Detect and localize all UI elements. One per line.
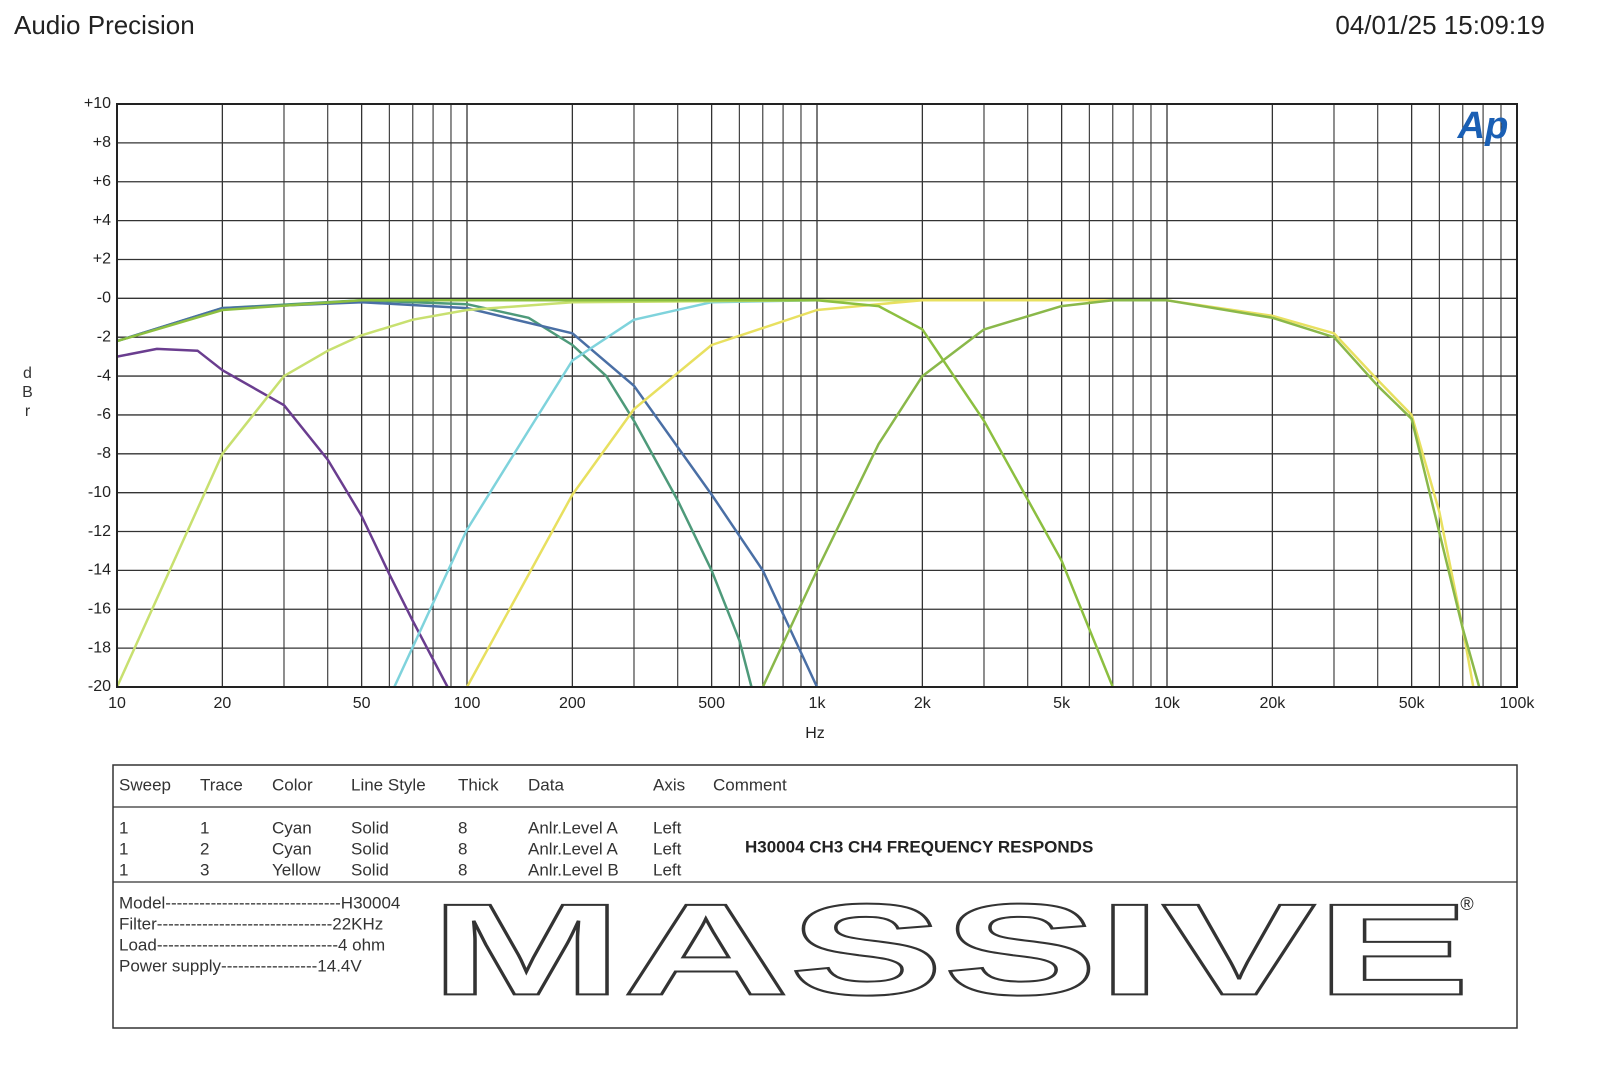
- y-tick-label: -20: [88, 678, 111, 695]
- spec-line: Power supply-----------------14.4V: [119, 956, 362, 975]
- y-tick-label: -10: [88, 484, 111, 501]
- column-header: Comment: [713, 775, 787, 794]
- column-header: Line Style: [351, 775, 426, 794]
- x-tick-label: 5k: [1053, 695, 1071, 712]
- grid: +10+8+6+4+2-0-2-4-6-8-10-12-14-16-18-201…: [84, 95, 1535, 712]
- x-tick-label: 200: [559, 695, 586, 712]
- table-cell: Solid: [351, 839, 389, 858]
- trace: [393, 299, 1167, 688]
- table-cell: Left: [653, 818, 682, 837]
- table-cell: 3: [200, 860, 209, 879]
- y-tick-label: -6: [97, 406, 111, 423]
- y-tick-label: +6: [93, 173, 111, 190]
- table-cell: 1: [119, 860, 128, 879]
- table-cell: 8: [458, 818, 467, 837]
- trace: [465, 299, 1475, 688]
- trace: [761, 299, 1481, 688]
- y-tick-label: -16: [88, 600, 111, 617]
- table-cell: 2: [200, 839, 209, 858]
- column-header: Axis: [653, 775, 685, 794]
- y-tick-label: -12: [88, 523, 111, 540]
- trace: [115, 299, 1167, 688]
- x-tick-label: 20k: [1259, 695, 1286, 712]
- header-timestamp: 04/01/25 15:09:19: [1335, 10, 1545, 40]
- legend-table: Sweep Trace Color Line Style Thick Data Axis Co…: [119, 775, 787, 975]
- spec-line: Filter-------------------------------22K…: [119, 914, 383, 933]
- y-tick-label: -4: [97, 367, 111, 384]
- table-cell: 1: [119, 839, 128, 858]
- legend-box: [112, 764, 1518, 1029]
- brand-mark: ®: [1460, 894, 1473, 914]
- x-tick-label: 100k: [1500, 695, 1536, 712]
- y-tick-label: +8: [93, 134, 111, 151]
- table-cell: Left: [653, 860, 682, 879]
- header-title: Audio Precision: [14, 10, 195, 40]
- comment: H30004 CH3 CH4 FREQUENCY RESPONDS: [745, 837, 1093, 856]
- x-tick-label: 50: [353, 695, 371, 712]
- table-cell: 1: [119, 818, 128, 837]
- table-cell: Solid: [351, 860, 389, 879]
- spec-line: Model-------------------------------H300…: [119, 893, 400, 912]
- x-tick-label: 50k: [1399, 695, 1426, 712]
- trace: [116, 299, 753, 688]
- x-tick-label: 10k: [1154, 695, 1181, 712]
- x-tick-label: 1k: [809, 695, 827, 712]
- y-tick-label: -14: [88, 562, 111, 579]
- y-axis-label: dBr: [19, 365, 36, 422]
- table-cell: 1: [200, 818, 209, 837]
- column-header: Trace: [200, 775, 243, 794]
- table-cell: Anlr.Level A: [528, 839, 618, 858]
- x-tick-label: 20: [213, 695, 231, 712]
- column-header: Data: [528, 775, 564, 794]
- table-cell: Cyan: [272, 839, 312, 858]
- y-tick-label: -0: [97, 290, 111, 307]
- table-cell: Anlr.Level B: [528, 860, 619, 879]
- y-tick-label: +10: [84, 95, 111, 112]
- table-cell: Anlr.Level A: [528, 818, 618, 837]
- plot-frame: [116, 103, 1518, 688]
- trace: [116, 347, 449, 688]
- table-cell: 8: [458, 860, 467, 879]
- y-tick-label: +2: [93, 251, 111, 268]
- x-tick-label: 100: [454, 695, 481, 712]
- x-axis-label: Hz: [805, 725, 825, 742]
- table-cell: Yellow: [272, 860, 321, 879]
- traces: [115, 299, 1481, 688]
- y-tick-label: +4: [93, 212, 111, 229]
- x-tick-label: 2k: [914, 695, 932, 712]
- table-cell: Solid: [351, 818, 389, 837]
- trace: [116, 299, 1114, 688]
- table-cell: Cyan: [272, 818, 312, 837]
- brand-logo: MASSIVE: [430, 876, 1470, 1022]
- ap-logo: Ap: [1457, 105, 1509, 147]
- column-header: Thick: [458, 775, 499, 794]
- x-tick-label: 500: [698, 695, 725, 712]
- spec-line: Load--------------------------------4 oh…: [119, 935, 385, 954]
- y-tick-label: -8: [97, 445, 111, 462]
- table-cell: Left: [653, 839, 682, 858]
- y-tick-label: -18: [88, 639, 111, 656]
- column-header: Color: [272, 775, 313, 794]
- x-tick-label: 10: [108, 695, 126, 712]
- y-tick-label: -2: [97, 328, 111, 345]
- column-header: Sweep: [119, 775, 171, 794]
- table-cell: 8: [458, 839, 467, 858]
